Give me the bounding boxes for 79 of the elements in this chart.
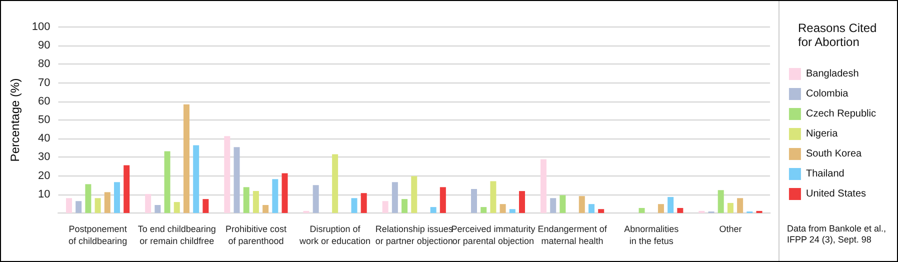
- y-tick-label: 30: [38, 151, 50, 164]
- bar: [76, 201, 82, 213]
- bar: [272, 179, 278, 213]
- y-tick-label: 50: [38, 114, 50, 126]
- x-tick-label: Endangerment of maternal health: [538, 224, 608, 246]
- bar: [183, 104, 190, 213]
- y-tick-label: 80: [38, 58, 50, 70]
- bar: [392, 182, 398, 213]
- bar: [202, 199, 209, 213]
- bar: [737, 198, 744, 213]
- bar: [718, 190, 724, 213]
- bar: [145, 194, 152, 213]
- bar: [411, 176, 418, 213]
- bar: [154, 205, 161, 213]
- x-tick-label: Abnormalities in the fetus: [624, 224, 680, 246]
- bar: [540, 159, 546, 213]
- x-tick-label: Other: [719, 224, 742, 234]
- legend-label: Thailand: [806, 168, 844, 180]
- bar: [312, 185, 319, 213]
- bar: [243, 187, 250, 213]
- legend-label: Czech Republic: [806, 108, 876, 120]
- x-tick-label: To end childbearing or remain childfree: [138, 224, 216, 246]
- bar: [578, 196, 585, 213]
- bar: [658, 204, 664, 213]
- y-tick-label: 70: [38, 76, 50, 89]
- bar: [588, 204, 594, 213]
- y-tick-label: 60: [38, 95, 50, 108]
- bar: [262, 205, 269, 213]
- bar: [360, 193, 367, 213]
- legend-label: Bangladesh: [806, 68, 859, 80]
- y-axis-title: Percentage (%): [8, 78, 22, 162]
- bar: [668, 197, 674, 213]
- bar: [382, 201, 388, 213]
- legend-title: Reasons Cited for Abortion: [798, 21, 877, 49]
- bar: [234, 147, 240, 213]
- bar: [402, 199, 408, 213]
- bar: [430, 207, 436, 213]
- legend-label: Nigeria: [806, 128, 838, 140]
- x-tick-label: Prohibitive cost of parenthood: [225, 224, 287, 246]
- x-tick-label: Disruption of work or education: [298, 224, 371, 246]
- bar: [282, 173, 288, 213]
- legend-label: South Korea: [806, 148, 862, 160]
- bar: [174, 202, 180, 213]
- bar: [351, 198, 358, 213]
- bar: [677, 208, 684, 213]
- bar: [519, 191, 526, 213]
- bar: [638, 208, 645, 213]
- bar: [164, 151, 170, 213]
- x-tick-label: Perceived immaturity or parental objection: [451, 224, 536, 246]
- bar: [66, 198, 72, 213]
- bar: [550, 198, 556, 213]
- y-tick-label: 40: [38, 132, 50, 145]
- bar: [224, 136, 230, 213]
- bar: [114, 182, 120, 213]
- x-tick-label: Postponement of childbearing: [68, 224, 128, 246]
- bar: [727, 202, 734, 213]
- text: Data from Bankole et al., IFPP 24 (3), Sept. 98: [787, 224, 886, 244]
- bar: [85, 184, 92, 213]
- bar: [124, 165, 130, 213]
- bar: [252, 191, 259, 213]
- bar: [480, 207, 487, 213]
- x-tick-label: Relationship issues or partner objection: [375, 224, 454, 246]
- bar: [560, 195, 566, 213]
- bar: [104, 192, 110, 213]
- bar: [509, 209, 516, 213]
- y-tick-label: 100: [32, 21, 50, 33]
- legend-label: Colombia: [806, 88, 849, 100]
- bar: [332, 154, 338, 213]
- y-tick-label: 10: [38, 188, 50, 200]
- bar: [94, 198, 101, 213]
- y-tick-label: 20: [38, 170, 50, 182]
- y-tick-label: 90: [38, 40, 50, 52]
- bar: [500, 204, 506, 213]
- bar: [490, 181, 496, 213]
- bar: [193, 145, 200, 213]
- bar: [471, 189, 478, 213]
- bar: [598, 209, 604, 213]
- bar: [440, 187, 446, 213]
- legend-label: United States: [806, 188, 866, 200]
